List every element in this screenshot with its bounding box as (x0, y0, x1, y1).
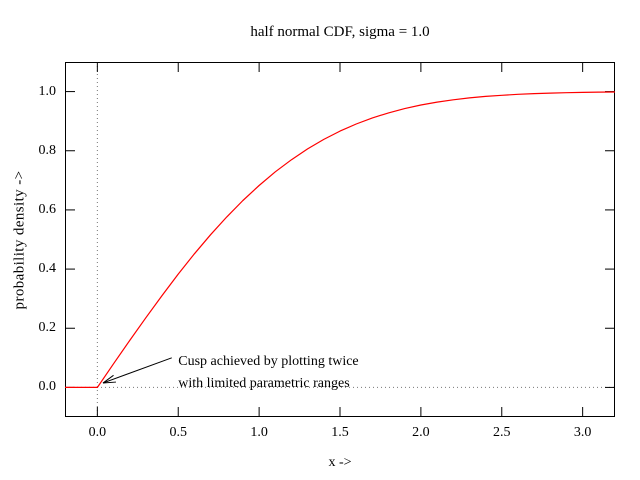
x-tick-label: 2.5 (493, 425, 511, 440)
annotation-line-2: with limited parametric ranges (178, 376, 350, 392)
annotation-arrow-head (102, 374, 114, 384)
x-tick-label: 0.0 (88, 425, 107, 440)
plot-canvas (65, 62, 615, 417)
annotation-arrow-head (102, 381, 117, 384)
x-tick-label: 1.5 (331, 425, 349, 440)
y-tick-label: 0.4 (38, 261, 57, 277)
y-tick-label: 0.2 (38, 320, 57, 336)
y-tick-label: 0.0 (38, 379, 57, 395)
x-axis-label: x -> (328, 455, 352, 470)
x-tick-label: 1.0 (250, 425, 268, 440)
annotation-arrow-shaft (102, 357, 172, 384)
chart-title: half normal CDF, sigma = 1.0 (250, 24, 430, 40)
plot-border (65, 62, 615, 417)
y-axis-label: probability density -> (11, 170, 28, 310)
y-tick-label: 0.6 (38, 201, 57, 217)
x-tick-label: 0.5 (169, 425, 187, 440)
x-tick-label: 2.0 (412, 425, 430, 440)
cdf-curve (65, 91, 615, 388)
y-tick-label: 1.0 (38, 83, 57, 99)
annotation-line-1: Cusp achieved by plotting twice (178, 354, 359, 370)
x-tick-label: 3.0 (573, 425, 592, 440)
plot-area (65, 62, 615, 417)
cusp-annotation: Cusp achieved by plotting twice with lim… (178, 351, 358, 395)
y-tick-label: 0.8 (38, 142, 57, 158)
